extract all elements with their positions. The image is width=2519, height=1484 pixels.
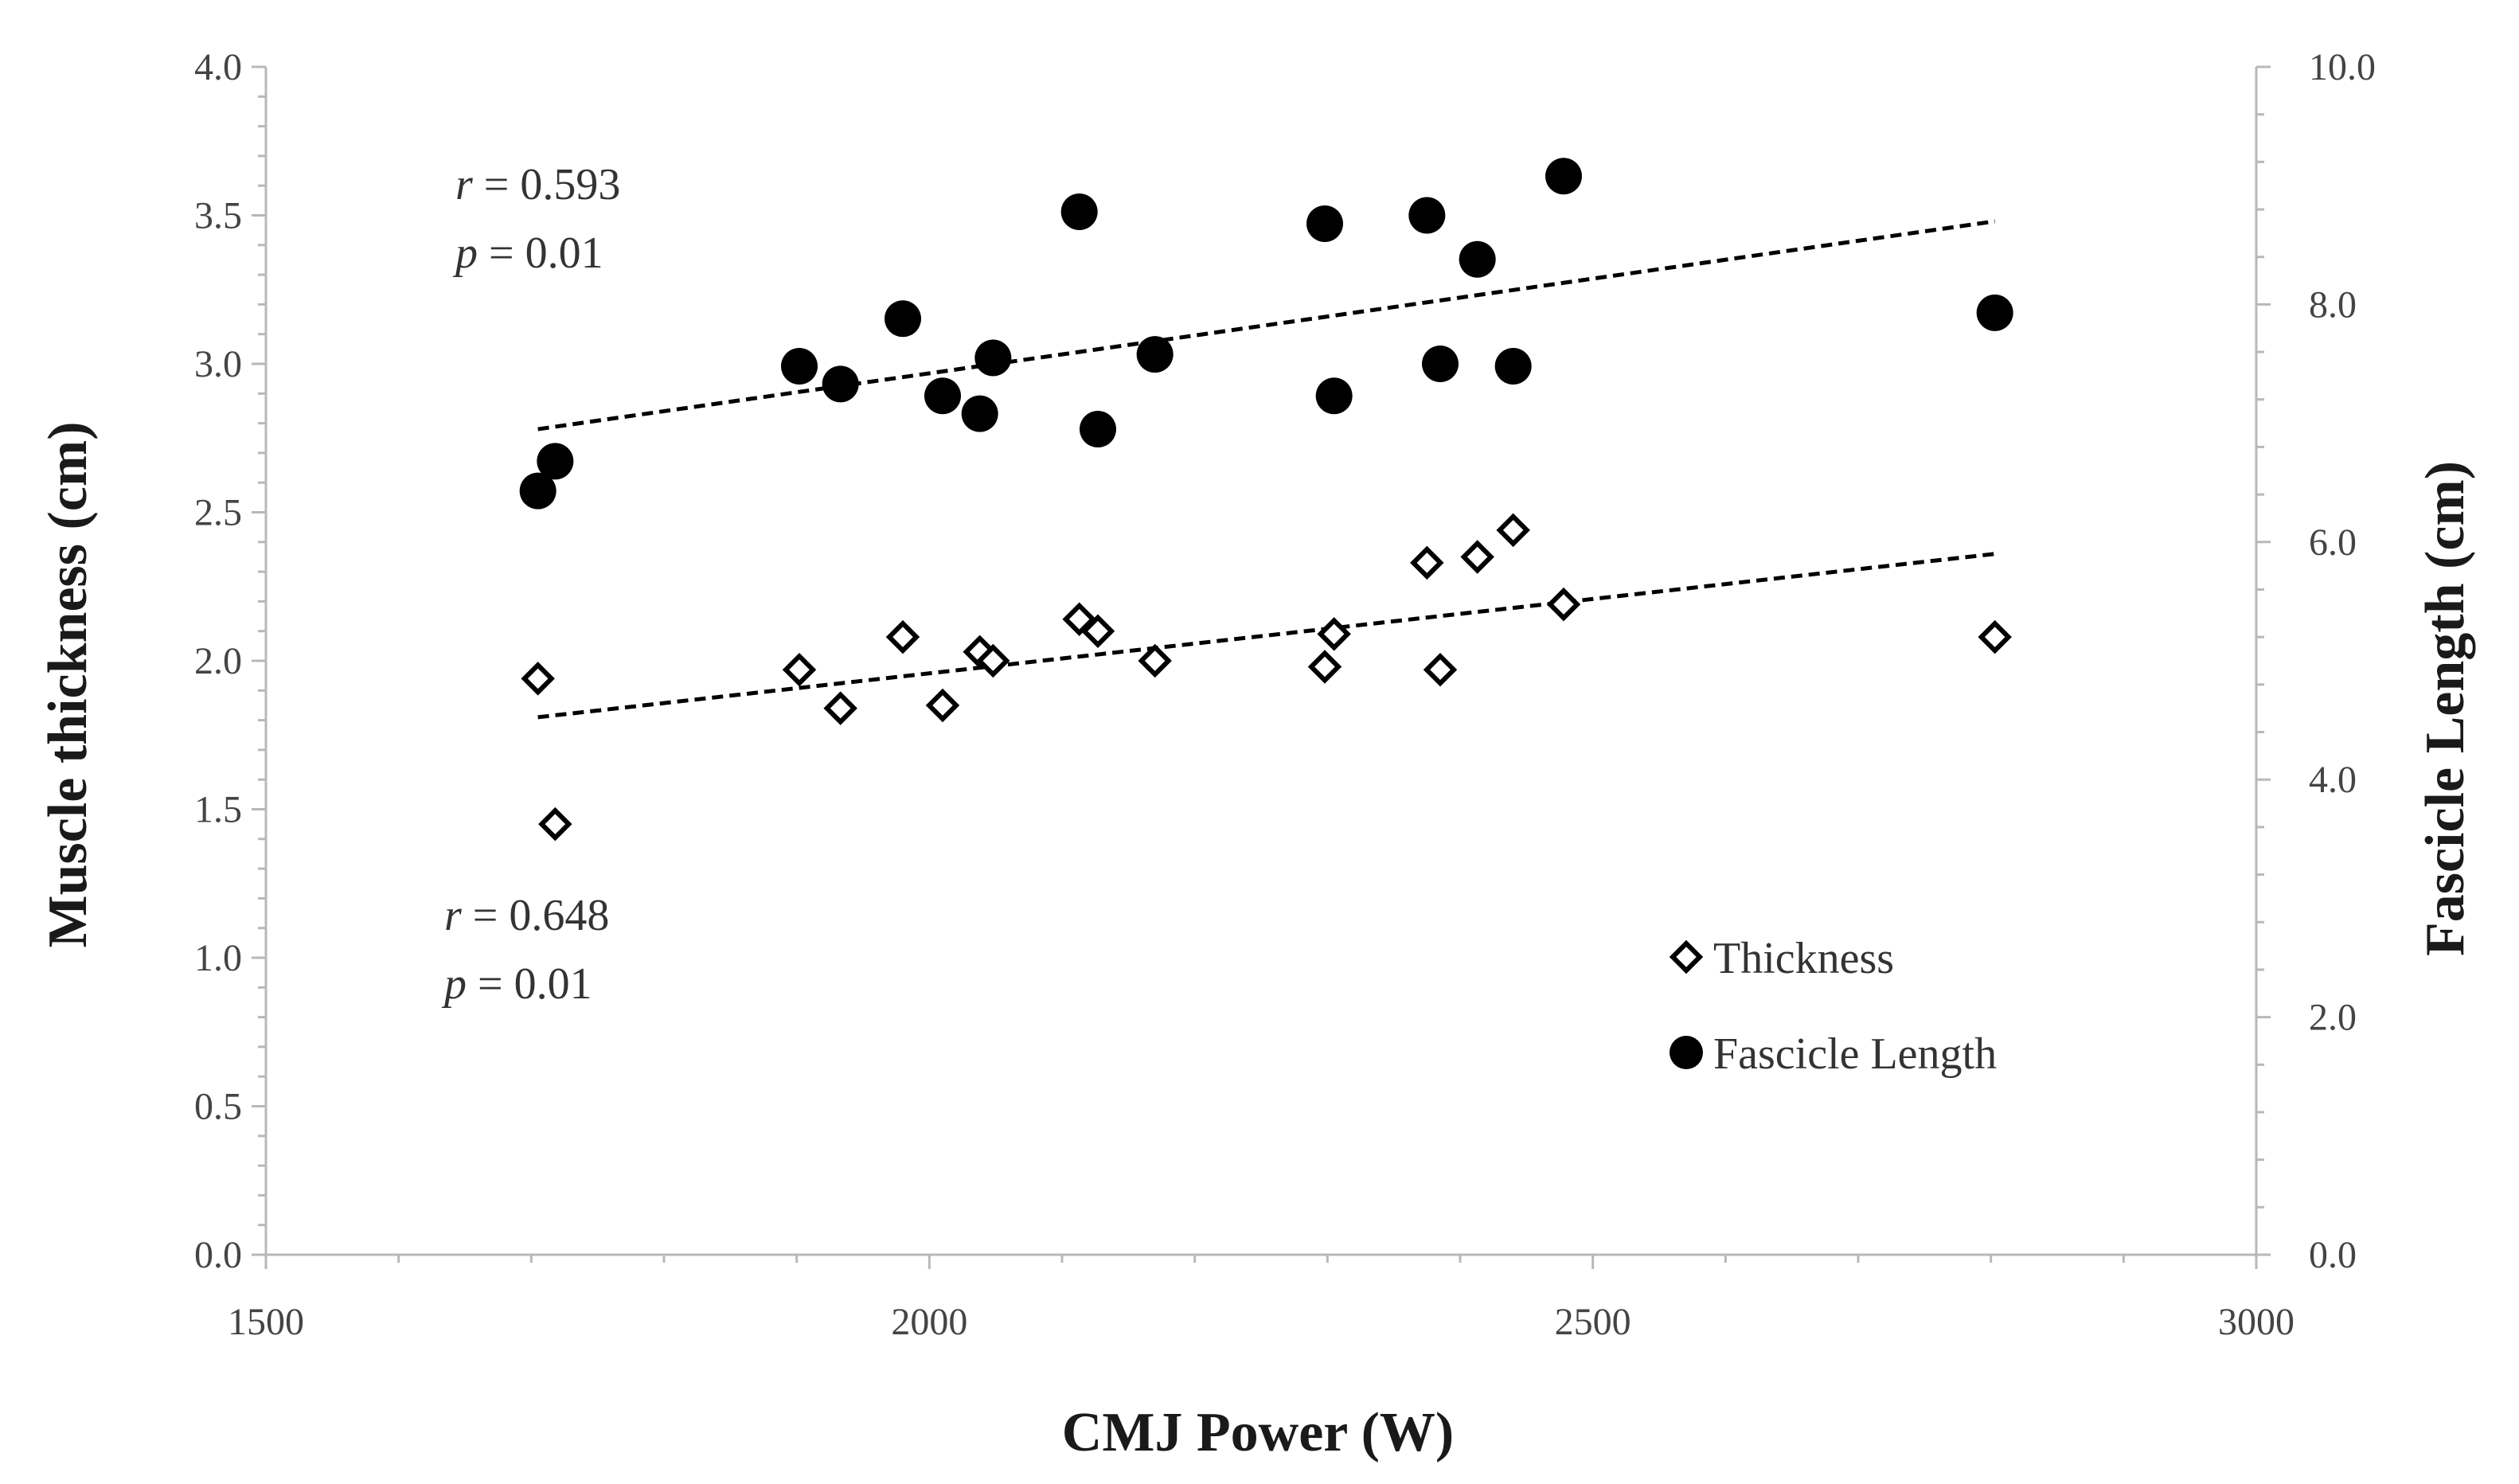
legend-fascicle-marker — [1670, 1036, 1703, 1069]
x-tick-label: 1500 — [228, 1301, 304, 1343]
fascicle-point — [1408, 197, 1446, 234]
p-symbol: p — [452, 228, 478, 278]
fascicle-point — [822, 365, 859, 403]
fascicle-point — [1545, 158, 1582, 195]
x-tick-label: 2000 — [891, 1301, 967, 1343]
r-symbol: r — [455, 160, 473, 209]
fascicle-point — [1315, 377, 1353, 415]
fascicle-p-annotation: p = 0.01 — [452, 228, 603, 278]
y-tick-label: 3.5 — [194, 195, 242, 237]
fascicle-point — [537, 443, 574, 480]
y2-tick-label: 4.0 — [2309, 759, 2357, 801]
trendlines — [537, 219, 1996, 720]
thickness-r-annotation: r = 0.648 — [444, 891, 609, 940]
fascicle-point — [974, 339, 1012, 377]
fascicle-point — [885, 300, 921, 338]
thickness-point — [521, 662, 555, 696]
x-axis-title: CMJ Power (W) — [1062, 1402, 1454, 1463]
thickness-point — [925, 688, 960, 723]
thickness-point — [1410, 545, 1444, 580]
p-value: = 0.01 — [467, 959, 592, 1009]
r-value: = 0.593 — [473, 160, 621, 209]
y-tick-label: 2.0 — [194, 640, 242, 682]
p-symbol: p — [441, 959, 467, 1009]
thickness-point — [1496, 513, 1530, 548]
thickness-point — [1317, 617, 1351, 651]
y2-tick-label: 8.0 — [2309, 283, 2357, 326]
fascicle-point — [1306, 205, 1343, 242]
fascicle-r-annotation: r = 0.593 — [455, 160, 620, 209]
fascicle-point — [924, 377, 961, 415]
y-tick-label: 0.0 — [194, 1234, 242, 1276]
thickness-point — [823, 691, 857, 725]
thickness-point — [1062, 602, 1096, 637]
data-points — [519, 158, 2013, 842]
legend: Thickness Fascicle Length — [1669, 934, 1997, 1079]
y2-tick-label: 0.0 — [2309, 1234, 2357, 1276]
fascicle-point — [1494, 347, 1532, 385]
fascicle-point — [961, 395, 998, 432]
x-tick-label: 2500 — [1555, 1301, 1631, 1343]
thickness-point — [538, 806, 572, 842]
y2-tick-label: 2.0 — [2309, 997, 2357, 1039]
thickness-point — [1138, 643, 1172, 678]
fascicle-point — [781, 347, 818, 385]
legend-thickness-marker — [1669, 939, 1704, 974]
thickness-p-annotation: p = 0.01 — [441, 959, 592, 1009]
thickness-point — [976, 643, 1010, 678]
fascicle-point — [1136, 336, 1174, 373]
thickness-point — [1423, 652, 1458, 687]
fascicle-point — [1080, 411, 1116, 448]
y2-tick-label: 6.0 — [2309, 521, 2357, 564]
thickness-point — [1546, 587, 1581, 622]
thickness-point — [1307, 650, 1342, 684]
y2-axis-title: Fascicle Length (cm) — [2415, 461, 2476, 956]
thickness-trendline — [537, 552, 1995, 720]
p-value: = 0.01 — [478, 228, 603, 278]
thickness-point — [885, 619, 920, 654]
fascicle-point — [1422, 346, 1459, 382]
fascicle-point — [1459, 240, 1496, 278]
thickness-point — [782, 652, 817, 687]
fascicle-point — [519, 472, 557, 510]
fascicle-trendline — [537, 219, 1996, 432]
x-tick-label: 3000 — [2218, 1301, 2294, 1343]
y-axis-title: Muscle thickness (cm) — [37, 421, 99, 947]
y2-tick-label: 10.0 — [2309, 46, 2376, 88]
y-tick-label: 3.0 — [194, 343, 242, 385]
thickness-point — [1460, 540, 1494, 574]
y-tick-label: 0.5 — [194, 1086, 242, 1128]
thickness-point — [1978, 619, 2012, 654]
fascicle-point — [1060, 193, 1098, 231]
fascicle-point — [1976, 294, 2013, 331]
thickness-point — [1080, 614, 1115, 648]
r-symbol: r — [444, 891, 462, 940]
y-tick-label: 2.5 — [194, 492, 242, 534]
axes: 0.0 0.5 1.0 1.5 2.0 2.5 3.0 3.5 4.0 0.0 2.0 4.0 6.0 8… — [194, 46, 2376, 1343]
r-value: = 0.648 — [462, 891, 610, 940]
legend-fascicle-label: Fascicle Length — [1713, 1029, 1997, 1079]
y-tick-label: 1.5 — [194, 789, 242, 831]
y-tick-label: 4.0 — [194, 46, 242, 88]
y-tick-label: 1.0 — [194, 937, 242, 979]
legend-thickness-label: Thickness — [1713, 934, 1894, 983]
